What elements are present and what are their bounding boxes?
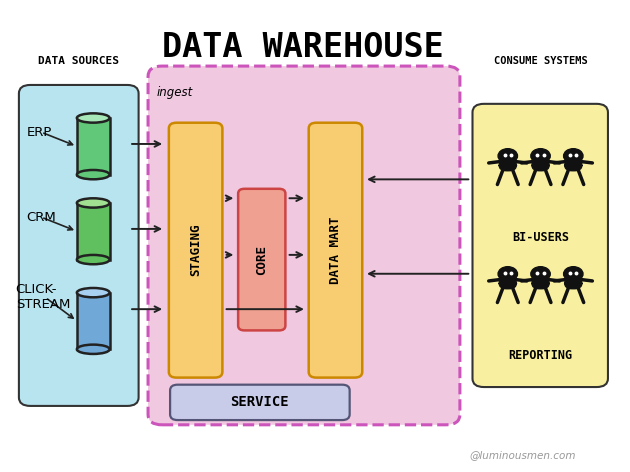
FancyBboxPatch shape bbox=[472, 104, 608, 387]
Text: CORE: CORE bbox=[255, 244, 268, 275]
FancyBboxPatch shape bbox=[532, 160, 549, 171]
Text: SERVICE: SERVICE bbox=[231, 396, 289, 409]
Circle shape bbox=[498, 149, 517, 163]
FancyBboxPatch shape bbox=[238, 189, 285, 330]
Ellipse shape bbox=[77, 255, 110, 264]
Bar bbox=[77, 203, 110, 260]
FancyBboxPatch shape bbox=[564, 160, 582, 171]
FancyBboxPatch shape bbox=[148, 66, 460, 425]
FancyBboxPatch shape bbox=[19, 85, 139, 406]
Text: DATA SOURCES: DATA SOURCES bbox=[38, 56, 119, 66]
Text: CONSUME SYSTEMS: CONSUME SYSTEMS bbox=[494, 56, 587, 66]
Text: DATA WAREHOUSE: DATA WAREHOUSE bbox=[161, 31, 444, 64]
Ellipse shape bbox=[77, 113, 110, 123]
Text: ERP: ERP bbox=[26, 126, 52, 139]
Text: CRM: CRM bbox=[26, 211, 56, 224]
Text: DATA MART: DATA MART bbox=[329, 216, 342, 284]
FancyBboxPatch shape bbox=[170, 385, 350, 420]
Text: ingest: ingest bbox=[156, 86, 193, 99]
FancyBboxPatch shape bbox=[169, 123, 222, 378]
FancyBboxPatch shape bbox=[499, 160, 517, 171]
Text: STAGING: STAGING bbox=[189, 224, 202, 277]
Bar bbox=[77, 118, 110, 175]
Ellipse shape bbox=[77, 170, 110, 179]
Ellipse shape bbox=[77, 288, 110, 297]
FancyBboxPatch shape bbox=[532, 278, 549, 289]
Text: @luminousmen.com: @luminousmen.com bbox=[469, 450, 576, 460]
Circle shape bbox=[564, 267, 583, 281]
Circle shape bbox=[564, 149, 583, 163]
FancyBboxPatch shape bbox=[309, 123, 362, 378]
Ellipse shape bbox=[77, 345, 110, 354]
Text: REPORTING: REPORTING bbox=[508, 349, 573, 362]
Text: CLICK-
STREAM: CLICK- STREAM bbox=[16, 283, 70, 312]
Bar bbox=[77, 293, 110, 349]
Circle shape bbox=[531, 149, 550, 163]
FancyBboxPatch shape bbox=[499, 278, 517, 289]
Circle shape bbox=[498, 267, 517, 281]
Ellipse shape bbox=[77, 198, 110, 208]
Circle shape bbox=[531, 267, 550, 281]
Text: BI-USERS: BI-USERS bbox=[512, 231, 569, 244]
FancyBboxPatch shape bbox=[564, 278, 582, 289]
